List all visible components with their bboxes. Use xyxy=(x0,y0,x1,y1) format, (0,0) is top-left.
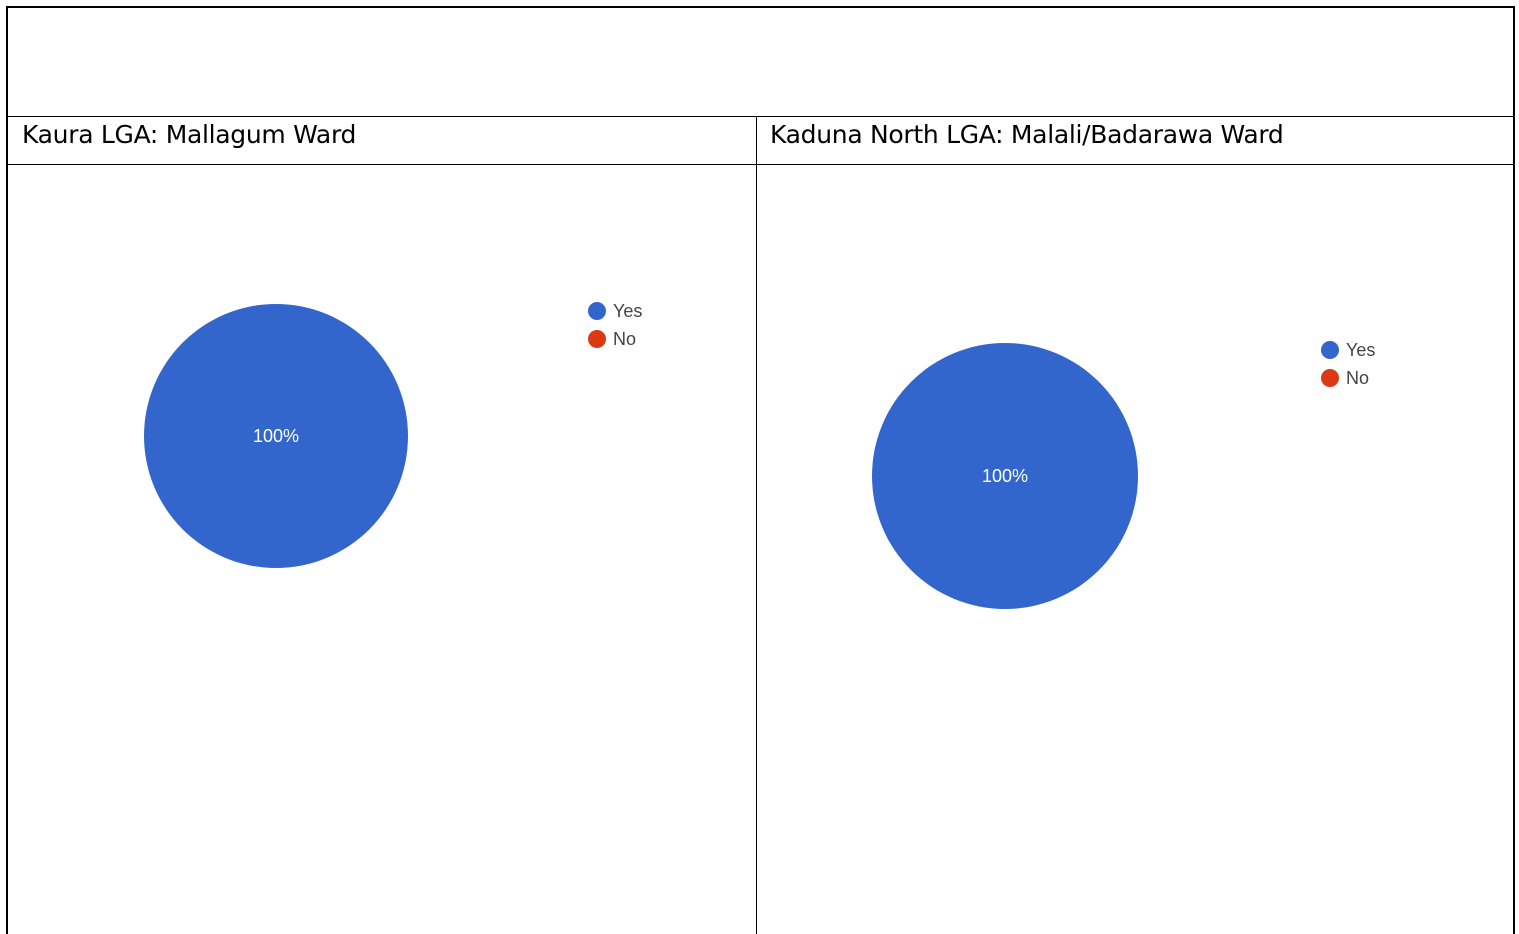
right-legend-marker-no xyxy=(1321,369,1339,387)
table-top-row xyxy=(6,6,1515,117)
right-legend-marker-yes xyxy=(1321,341,1339,359)
left-chart-cell: 100% Yes No xyxy=(6,164,757,934)
left-legend-label-no: No xyxy=(613,329,636,349)
left-pie-slice-yes xyxy=(144,304,408,568)
left-legend-label-yes: Yes xyxy=(613,301,642,321)
right-pie-slice-label-yes: 100% xyxy=(982,466,1028,486)
right-pie-chart: 100% Yes No xyxy=(872,340,1375,609)
left-pie-slice-label-yes: 100% xyxy=(253,426,299,446)
left-cell-header: Kaura LGA: Mallagum Ward xyxy=(6,116,757,165)
left-legend-marker-yes xyxy=(588,302,606,320)
right-pie-slice-yes xyxy=(872,343,1138,609)
right-cell-header: Kaduna North LGA: Malali/Badarawa Ward xyxy=(756,116,1515,165)
left-pie-chart: 100% Yes No xyxy=(144,301,642,568)
right-chart-cell: 100% Yes No xyxy=(756,164,1515,934)
right-legend-label-no: No xyxy=(1346,368,1369,388)
right-legend-label-yes: Yes xyxy=(1346,340,1375,360)
left-legend-marker-no xyxy=(588,330,606,348)
